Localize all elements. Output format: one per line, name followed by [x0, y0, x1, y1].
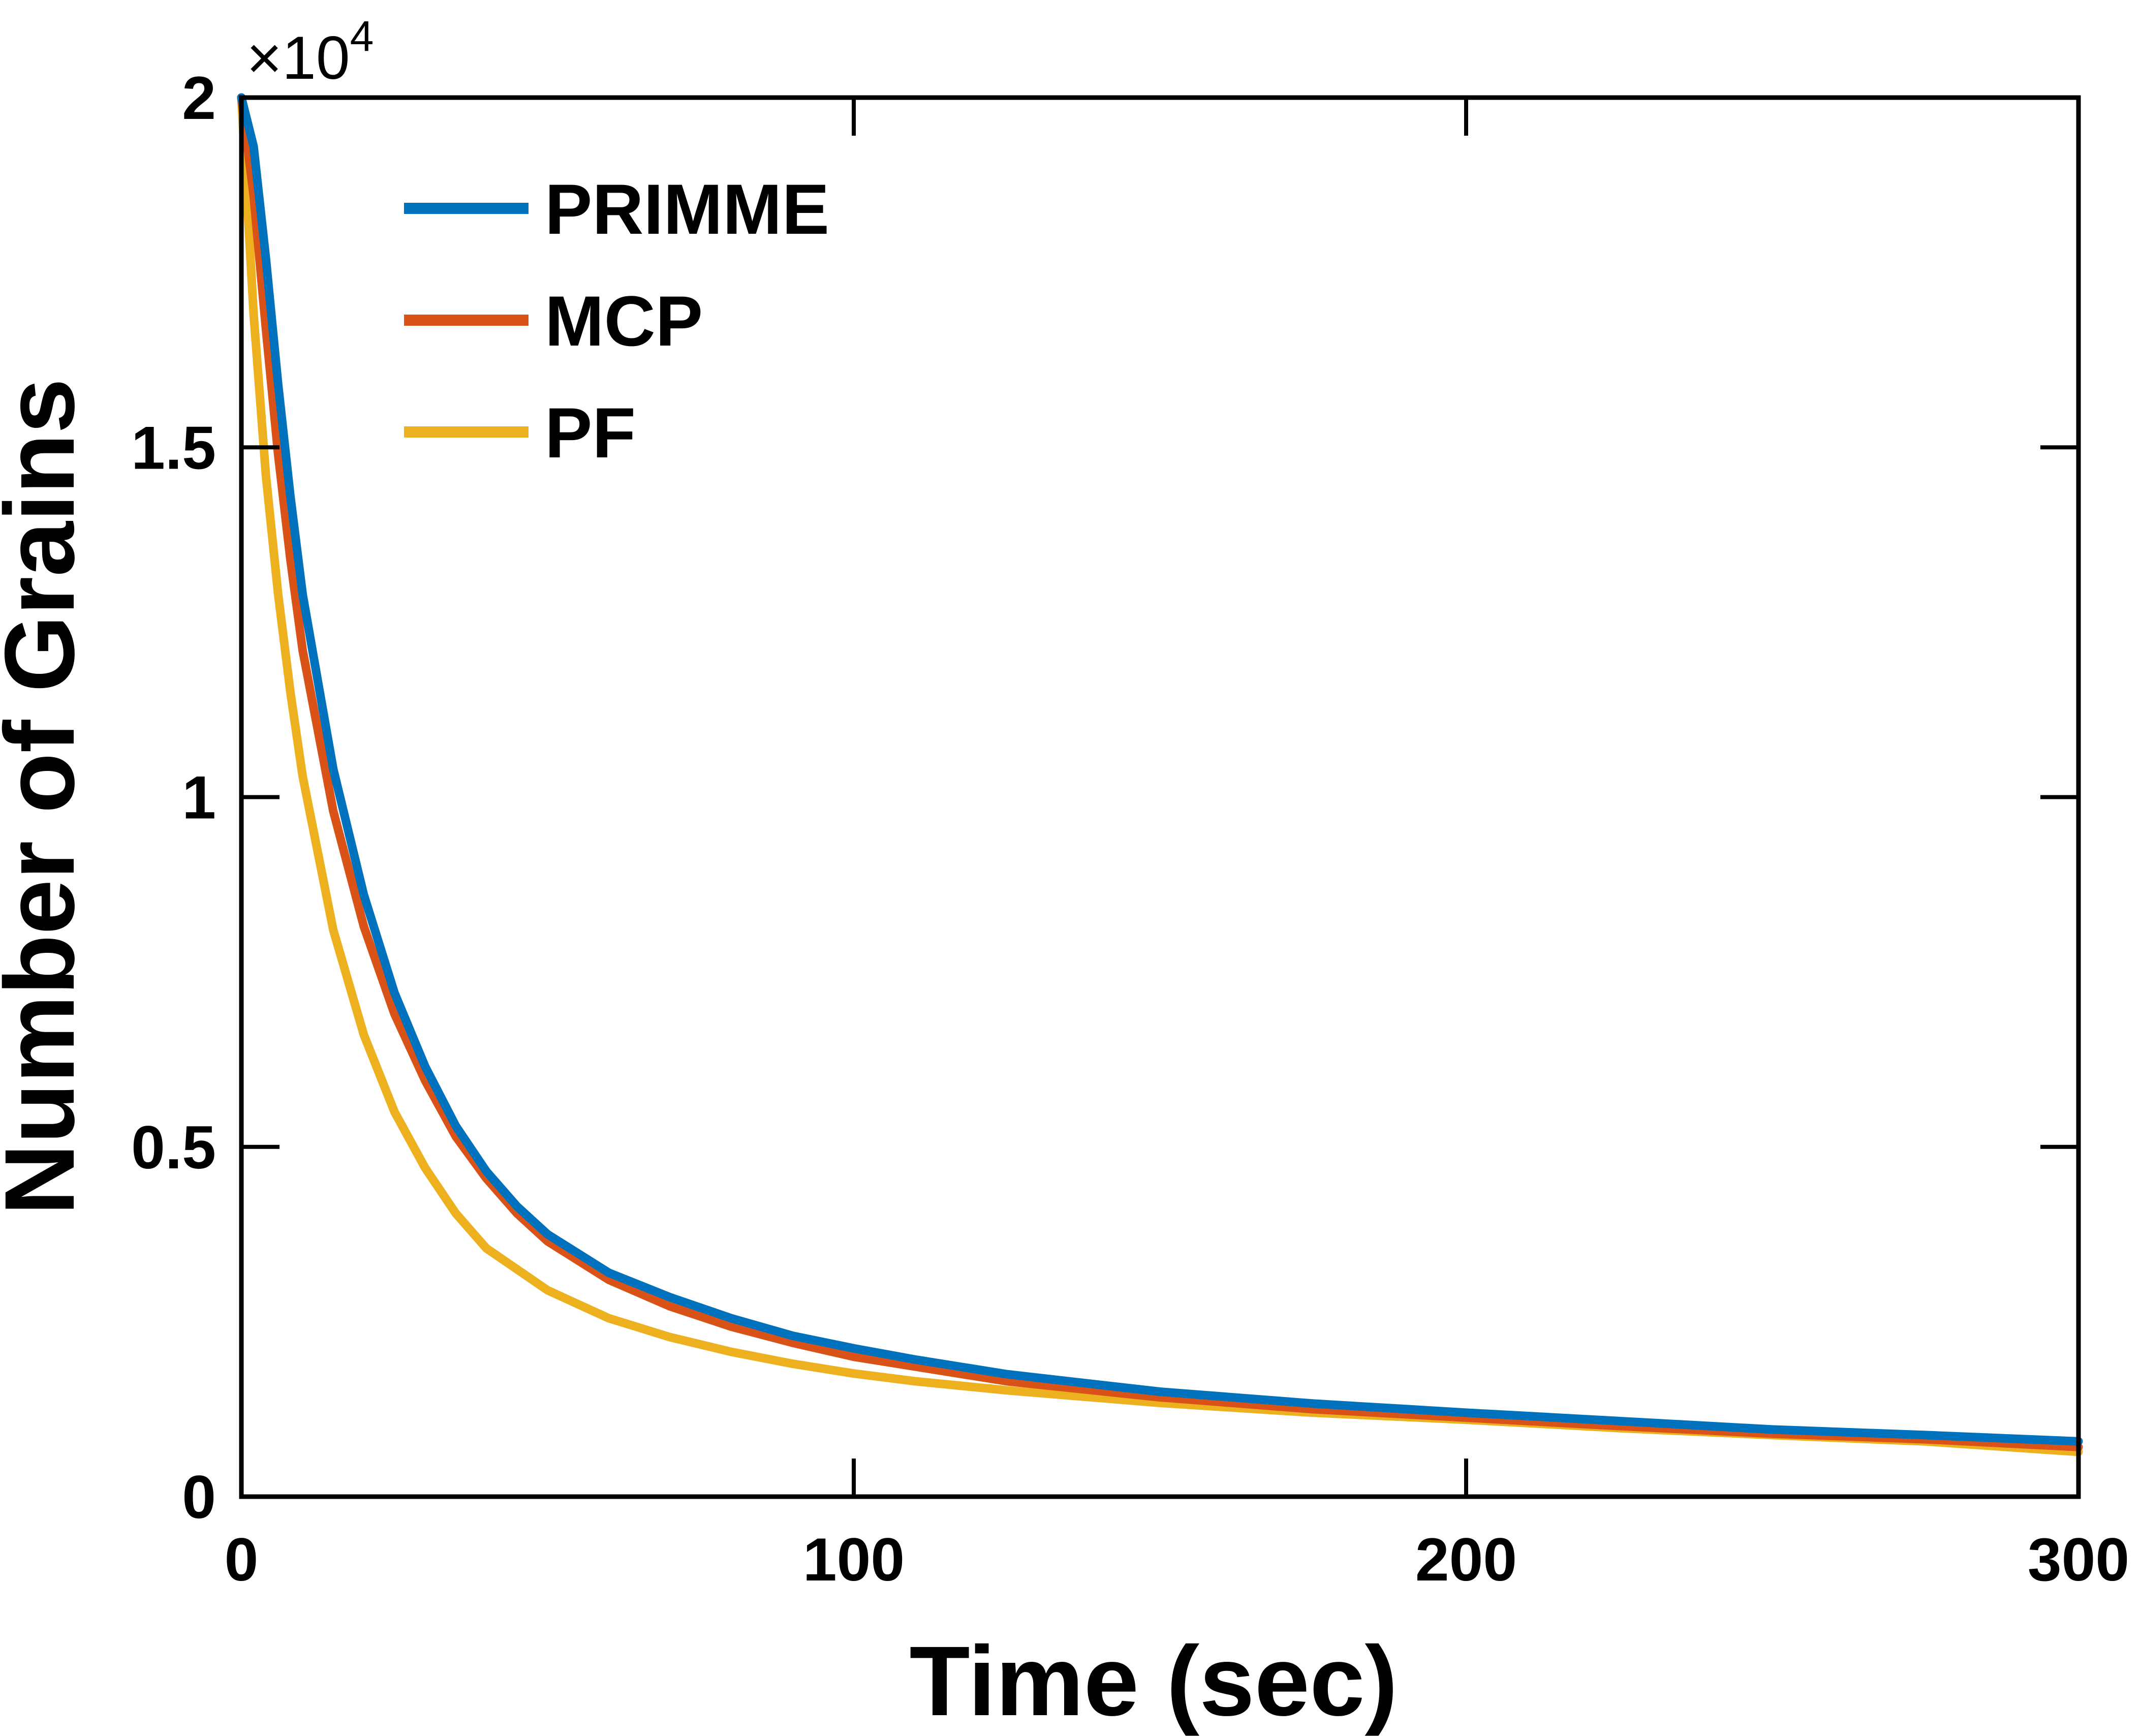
y-tick-label: 2 — [182, 64, 216, 132]
x-axis-title: Time (sec) — [909, 1626, 1398, 1736]
y-axis-title: Number of Grains — [0, 379, 95, 1216]
y-axis-exponent-base: ×10 — [246, 24, 350, 92]
x-tick-label: 100 — [803, 1526, 905, 1594]
x-tick-label: 0 — [225, 1526, 259, 1594]
y-tick-label: 0.5 — [131, 1113, 216, 1182]
ticks-layer — [239, 96, 2081, 1499]
legend: PRIMME MCP PF — [404, 169, 829, 473]
series-line-primme — [237, 93, 2083, 1446]
y-axis-exponent-label: ×104 — [246, 12, 374, 92]
y-tick-label: 1 — [182, 764, 216, 832]
x-tick-label: 300 — [2028, 1526, 2129, 1594]
y-tick-label: 0 — [182, 1463, 216, 1531]
legend-label-pf: PF — [545, 393, 636, 473]
series-layer — [237, 93, 2083, 1456]
legend-label-primme: PRIMME — [545, 169, 829, 249]
legend-label-mcp: MCP — [545, 281, 703, 361]
y-axis-exponent-power: 4 — [350, 12, 374, 60]
x-tick-label: 200 — [1415, 1526, 1517, 1594]
tick-labels-layer: 0 100 200 300 0 0.5 1 1.5 2 — [131, 64, 2129, 1594]
y-tick-label: 1.5 — [131, 414, 216, 482]
series-line-mcp — [237, 93, 2083, 1451]
